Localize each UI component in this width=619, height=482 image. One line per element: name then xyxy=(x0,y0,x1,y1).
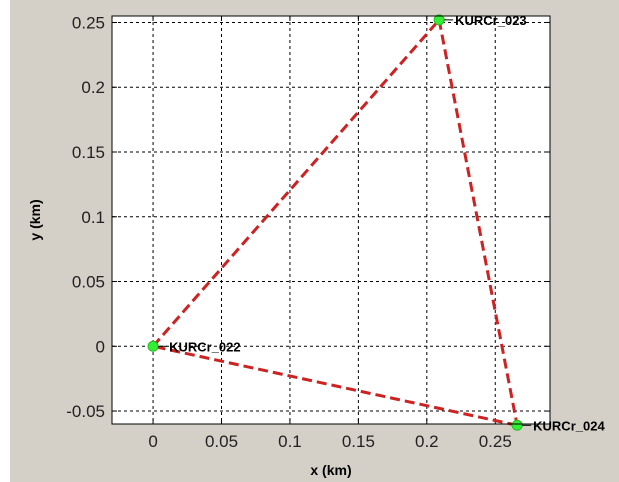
point-label: KURCr_024 xyxy=(533,418,605,433)
plot-frame xyxy=(111,15,551,425)
chart: 0 0.05 0.1 0.15 0.2 0.25 -0.05 0 0.05 0.1 0.15 0.2… xyxy=(27,13,605,478)
y-tick-label: 0 xyxy=(96,337,105,356)
x-tick-label: 0.05 xyxy=(205,432,238,451)
y-tick-label: 0.15 xyxy=(72,143,105,162)
polygon-edge xyxy=(152,344,518,427)
y-tick-label: -0.05 xyxy=(66,402,105,421)
polygon-edge xyxy=(151,18,441,348)
point-label: KURCr_022 xyxy=(169,339,241,354)
point-marker xyxy=(147,340,159,352)
y-axis-title: y (km) xyxy=(27,199,43,240)
polygon-edge xyxy=(437,19,519,426)
x-axis-title: x (km) xyxy=(310,462,351,478)
point-label: KURCr_023 xyxy=(455,13,527,28)
y-tick-label: 0.2 xyxy=(81,78,105,97)
grid-lines xyxy=(112,16,550,424)
figure-window: 0 0.05 0.1 0.15 0.2 0.25 -0.05 0 0.05 0.1 0.15 0.2… xyxy=(10,0,619,482)
y-tick-label: 0.25 xyxy=(72,13,105,32)
x-tick-label: 0.1 xyxy=(278,432,302,451)
x-tick-label: 0.15 xyxy=(342,432,375,451)
polygon-series xyxy=(151,18,519,427)
point-marker xyxy=(511,419,523,431)
x-axis-ticks: 0 0.05 0.1 0.15 0.2 0.25 xyxy=(148,16,512,451)
y-axis-ticks: -0.05 0 0.05 0.1 0.15 0.2 0.25 xyxy=(66,13,550,421)
x-tick-label: 0.2 xyxy=(415,432,439,451)
x-tick-label: 0 xyxy=(148,432,157,451)
x-tick-label: 0.25 xyxy=(479,432,512,451)
y-tick-label: 0.05 xyxy=(72,273,105,292)
points-series: KURCr_022 KURCr_023 KURCr_024 xyxy=(147,13,605,433)
y-tick-label: 0.1 xyxy=(81,208,105,227)
plot-area xyxy=(112,16,550,424)
